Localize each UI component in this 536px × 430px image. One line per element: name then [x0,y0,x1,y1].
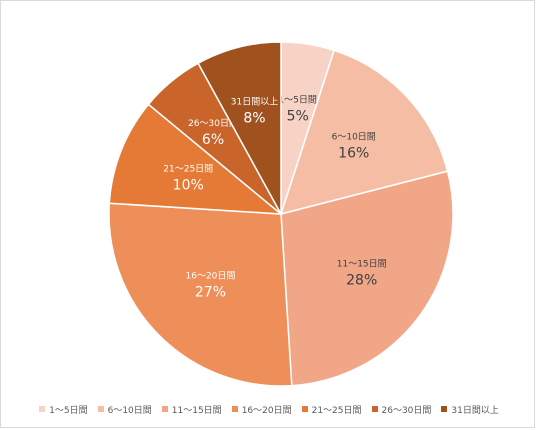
legend-label: 26～30日間 [381,405,432,416]
slice-percent: 8% [243,111,265,127]
slice-label: 21～25日間 [163,163,213,174]
slice-percent: 28% [346,273,377,289]
legend-swatch [441,406,448,412]
legend-label: 6～10日間 [107,405,152,416]
pie-slice [108,103,284,215]
legend-label: 11～15日間 [171,405,222,416]
pie-slice [279,49,449,216]
legend-label: 31日間以上 [451,405,499,416]
legend-swatch [39,406,46,412]
slice-percent: 10% [173,177,204,193]
legend-item: 26～30日間 [371,403,432,416]
legend-label: 1～5日間 [49,405,88,416]
pie-slice [280,170,454,387]
slice-label: 26～30日間 [188,118,238,129]
slice-label: 11～15日間 [337,259,387,270]
legend-swatch [231,406,238,412]
slice-label: 31日間以上 [231,97,278,108]
legend-swatch [161,406,168,412]
legend-label: 16～20日間 [241,405,292,416]
legend: 1～5日間 6～10日間 11～15日間 16～20日間 21～25日間 26～30日間 3… [1,399,536,419]
slice-label: 16～20日間 [186,271,236,282]
legend-item: 6～10日間 [97,403,152,416]
pie-slice [108,202,293,387]
legend-item: 21～25日間 [301,403,362,416]
slice-percent: 16% [338,146,369,162]
legend-item: 31日間以上 [441,403,499,416]
legend-item: 11～15日間 [161,403,222,416]
slice-label: 6～10日間 [332,132,376,143]
slice-label: 1～5日間 [278,95,316,106]
legend-swatch [371,406,378,412]
legend-swatch [97,406,104,412]
pie-slice [197,41,282,215]
slice-percent: 6% [202,132,224,148]
legend-label: 21～25日間 [311,405,362,416]
slice-percent: 27% [195,285,226,301]
legend-item: 1～5日間 [39,403,88,416]
legend-swatch [301,406,308,412]
legend-item: 16～20日間 [231,403,292,416]
slice-percent: 5% [287,109,309,125]
